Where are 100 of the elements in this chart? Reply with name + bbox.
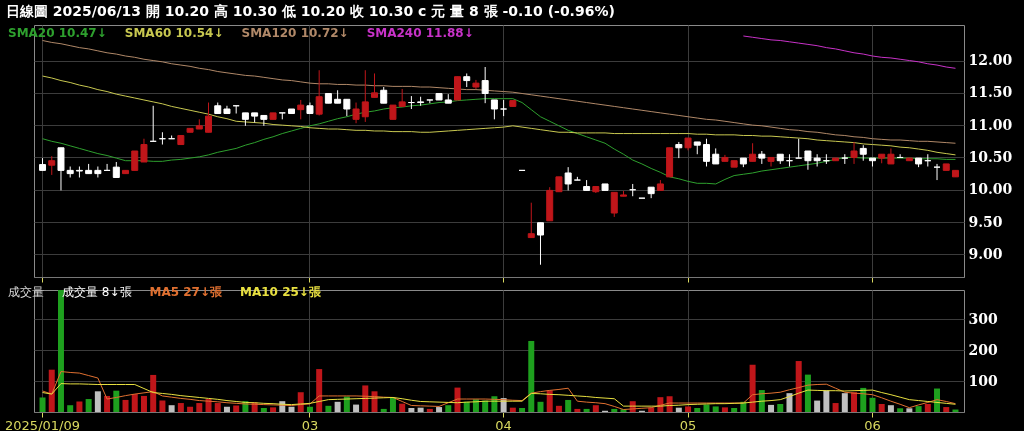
- bar: [583, 408, 590, 412]
- candlestick: [315, 69, 323, 116]
- text: SMA240 11.88↓: [366, 26, 474, 40]
- x-tick-label: 06: [864, 417, 881, 431]
- line-series: [42, 371, 956, 411]
- bar: [860, 387, 867, 412]
- candlestick: [205, 102, 213, 133]
- bar: [887, 405, 894, 412]
- bar: [104, 395, 111, 412]
- candlestick: [48, 155, 56, 176]
- candlestick: [610, 191, 618, 218]
- bar: [731, 407, 738, 412]
- bar: [334, 401, 341, 412]
- bar: [592, 405, 599, 412]
- candlestick: [490, 99, 498, 120]
- bar: [906, 408, 913, 412]
- bar: [39, 397, 46, 412]
- bar: [445, 405, 452, 412]
- bar: [270, 407, 277, 412]
- bar: [187, 406, 194, 412]
- y-tick-label: 100: [968, 372, 998, 389]
- candlestick: [527, 202, 535, 239]
- y-tick-label: 9.00: [968, 245, 1003, 262]
- bar: [915, 406, 922, 412]
- bar: [924, 403, 931, 412]
- y-tick-label: 10.50: [968, 148, 1013, 165]
- bar: [897, 408, 904, 412]
- y-tick-label: 12.00: [968, 52, 1013, 69]
- candlestick: [94, 166, 102, 178]
- candlestick: [352, 102, 360, 124]
- candlestick: [371, 72, 379, 98]
- text: SMA120 10.72↓: [241, 26, 349, 40]
- candlestick: [361, 69, 369, 123]
- bar: [196, 403, 203, 412]
- bar: [233, 405, 240, 412]
- bar: [223, 406, 230, 412]
- bar: [57, 290, 64, 412]
- candlestick: [454, 76, 461, 101]
- bar: [316, 369, 323, 412]
- y-tick-label: 300: [968, 310, 998, 327]
- candlestick: [850, 141, 858, 165]
- bar: [878, 403, 885, 412]
- bar: [823, 390, 830, 412]
- candlestick: [767, 156, 775, 168]
- series-label: 成交量 8↓張: [62, 284, 132, 301]
- bar: [851, 392, 858, 412]
- bar: [380, 408, 387, 412]
- bar: [675, 407, 682, 412]
- bar: [685, 406, 692, 412]
- bar: [362, 385, 369, 412]
- bar: [399, 403, 406, 412]
- bar: [703, 404, 710, 412]
- bar: [288, 406, 295, 412]
- bar: [814, 400, 821, 412]
- candlestick: [297, 99, 305, 120]
- candlestick: [481, 66, 489, 104]
- bar: [795, 361, 802, 412]
- bar: [214, 403, 221, 412]
- bar: [408, 407, 415, 412]
- candlestick: [749, 142, 757, 162]
- bar: [712, 406, 719, 412]
- bar: [694, 407, 701, 412]
- candlestick: [140, 138, 148, 163]
- bar: [168, 405, 175, 412]
- line-series: [42, 75, 956, 156]
- candlestick: [131, 150, 139, 171]
- bar: [546, 390, 553, 412]
- bar: [389, 397, 396, 412]
- bar: [260, 407, 267, 412]
- bar: [113, 390, 120, 412]
- bar: [777, 403, 784, 412]
- bar: [804, 374, 811, 412]
- candlestick: [537, 222, 544, 266]
- chart-title: 日線圖 2025/06/13 開 10.20 高 10.30 低 10.20 收 10.30 c 元 量 8 張 -0.10 (-0.96%): [5, 2, 616, 21]
- bar: [140, 395, 147, 412]
- bar: [565, 399, 572, 412]
- y-tick-label: 11.00: [968, 116, 1013, 133]
- y-tick-label: 11.50: [968, 84, 1013, 101]
- line-series: [42, 40, 956, 144]
- bar: [417, 407, 424, 412]
- bar: [150, 374, 157, 412]
- bar: [943, 407, 950, 412]
- bar: [611, 408, 618, 412]
- x-tick-label: 04: [495, 417, 512, 431]
- bar: [869, 397, 876, 412]
- y-tick-label: 10.00: [968, 181, 1013, 198]
- bar: [94, 391, 101, 412]
- candlestick: [57, 147, 65, 191]
- candlestick: [564, 166, 572, 191]
- bar: [76, 401, 83, 412]
- bar: [436, 407, 443, 412]
- bar: [67, 405, 74, 412]
- x-tick-label: 03: [301, 417, 319, 431]
- bar: [306, 406, 313, 412]
- bar: [574, 408, 581, 412]
- bar: [177, 403, 184, 412]
- candlestick: [702, 138, 710, 168]
- bar: [131, 394, 138, 412]
- bar: [749, 364, 756, 412]
- line-series: [42, 383, 956, 407]
